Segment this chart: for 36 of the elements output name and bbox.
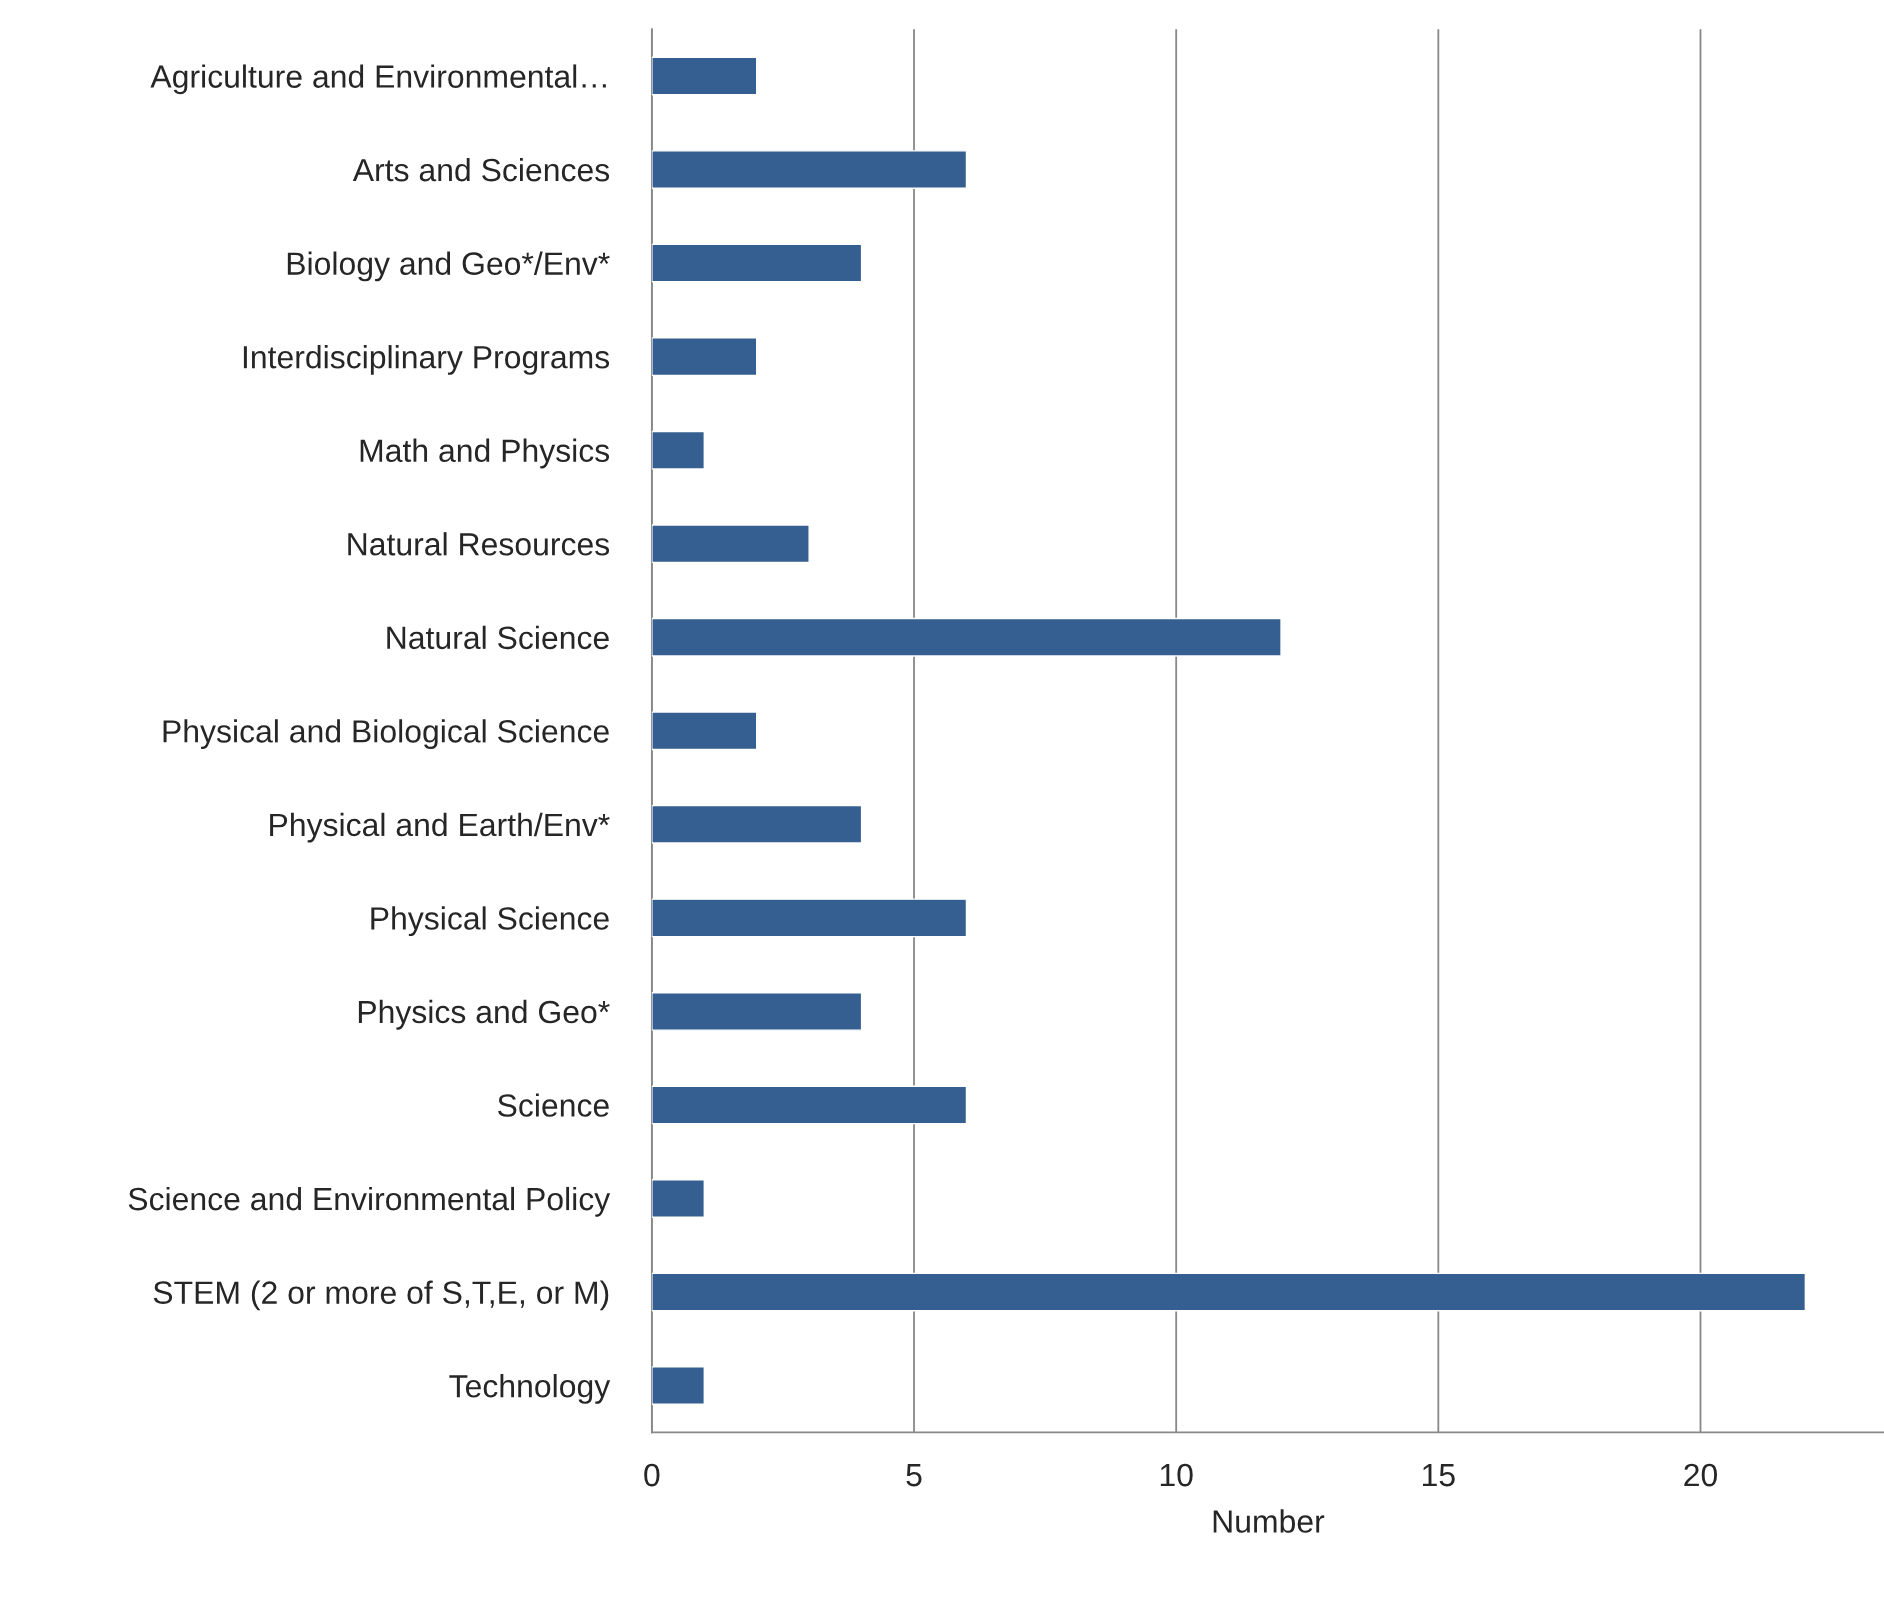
y-tick-label: Physical and Biological Science (163, 719, 609, 749)
bar (651, 430, 705, 470)
bar (651, 617, 1282, 657)
y-tick-label: Natural Science (387, 625, 609, 650)
bar (651, 524, 810, 564)
y-tick-label: Physical Science (371, 906, 609, 937)
x-axis-title: Number (1213, 1509, 1325, 1533)
y-tick-label: Physical and Earth/Env* (270, 812, 610, 843)
y-tick-label: Biology and Geo*/Env* (287, 251, 610, 282)
y-tick-label: Science and Environmental Policy (128, 1186, 611, 1217)
y-tick-label: Natural Resources (348, 532, 610, 556)
bar (651, 1179, 705, 1218)
bar (651, 243, 863, 283)
bar (651, 1085, 968, 1125)
x-tick-label: 0 (644, 1463, 660, 1487)
bar (651, 992, 863, 1031)
y-tick-label: Math and Physics (360, 438, 610, 469)
y-tick-label: Interdisciplinary Programs (243, 345, 610, 375)
x-tick-label: 15 (1423, 1464, 1455, 1487)
bar (651, 1366, 705, 1406)
x-tick-label: 5 (906, 1464, 922, 1487)
bar (651, 898, 968, 938)
y-tick-label: Agriculture and Environmental… (150, 64, 606, 95)
y-tick-label: Physics and Geo* (358, 999, 610, 1030)
x-tick-label: 20 (1684, 1463, 1718, 1487)
x-tick-label: 10 (1160, 1463, 1193, 1487)
y-tick-label: STEM (2 or more of S,T,E, or M) (153, 1280, 609, 1311)
bar (651, 150, 968, 189)
bar (651, 337, 758, 377)
bar (651, 1272, 1807, 1312)
y-tick-label: Science (498, 1093, 609, 1117)
y-tick-label: Arts and Sciences (352, 157, 610, 182)
bar (651, 56, 758, 96)
bar (651, 711, 758, 751)
y-tick-label: Technology (449, 1374, 611, 1404)
bar (651, 804, 863, 844)
